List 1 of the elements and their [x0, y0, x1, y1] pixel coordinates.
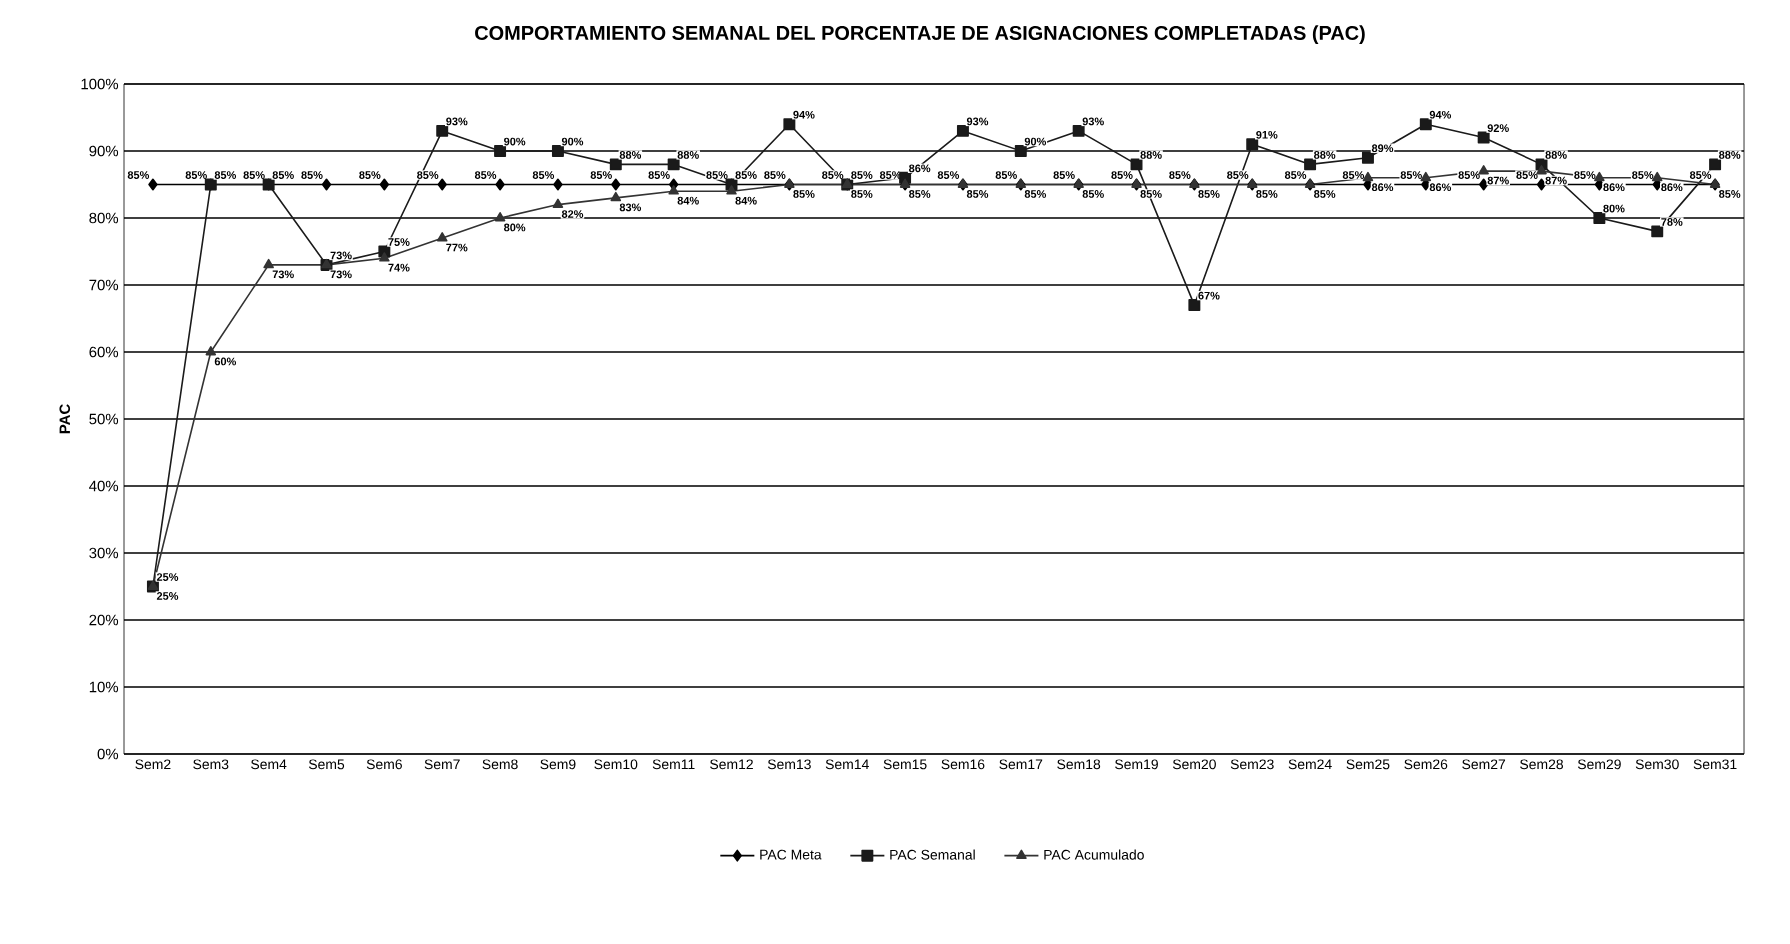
chart-title: COMPORTAMIENTO SEMANAL DEL PORCENTAJE DE ASIGNACIONES COMPLETADAS (PAC)	[475, 25, 1365, 44]
